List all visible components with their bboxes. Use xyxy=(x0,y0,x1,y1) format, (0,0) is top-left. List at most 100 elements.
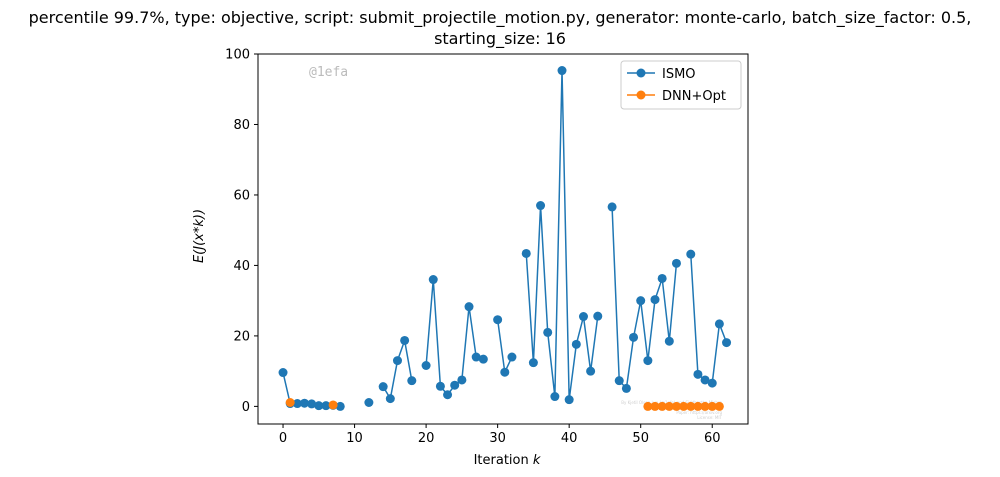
data-point xyxy=(543,327,553,337)
x-tick-label: 60 xyxy=(704,431,721,446)
series-line xyxy=(690,254,728,385)
data-point xyxy=(400,335,410,345)
data-point xyxy=(464,302,474,312)
data-point xyxy=(450,380,460,390)
y-tick-label: 80 xyxy=(233,118,250,133)
x-tick-label: 20 xyxy=(418,431,435,446)
legend-label: DNN+Opt xyxy=(662,89,726,104)
data-point xyxy=(392,356,402,366)
x-axis-label: Iteration k xyxy=(474,453,541,468)
legend: ISMO DNN+Opt xyxy=(620,60,742,110)
data-point xyxy=(478,354,488,364)
data-point xyxy=(621,383,631,393)
data-point xyxy=(643,401,653,411)
series-line xyxy=(496,319,513,375)
y-tick-label: 100 xyxy=(225,48,250,63)
data-point xyxy=(307,399,317,409)
fineprint-line: Paper: https://arxiv.org xyxy=(676,410,722,415)
fineprint-line: License: MIT xyxy=(697,415,722,420)
y-tick-label: 60 xyxy=(233,188,250,203)
data-point xyxy=(578,312,588,322)
data-point xyxy=(457,375,467,385)
data-point xyxy=(385,394,395,404)
fineprint-line: By Kjetil Olsen Lye (@1efa) and Siddhart… xyxy=(621,400,722,405)
data-point xyxy=(671,401,681,411)
legend-marker xyxy=(636,68,646,78)
data-point xyxy=(321,401,331,411)
data-point xyxy=(536,201,546,211)
data-point xyxy=(707,401,717,411)
data-point xyxy=(493,315,503,325)
y-axis-label: E(J(x*k)) xyxy=(192,209,207,263)
legend-label: ISMO xyxy=(662,67,696,82)
data-point xyxy=(722,338,732,348)
data-point xyxy=(707,378,717,388)
data-point xyxy=(471,352,481,362)
legend-marker xyxy=(636,90,646,100)
chart-title-line-1: percentile 99.7%, type: objective, scrip… xyxy=(28,8,972,27)
data-point xyxy=(428,275,438,285)
series-dnn-opt xyxy=(285,398,724,411)
series-line xyxy=(425,279,484,396)
data-point xyxy=(614,376,624,386)
data-point xyxy=(550,392,560,402)
data-point xyxy=(657,401,667,411)
series-line xyxy=(611,206,678,391)
data-point xyxy=(528,358,538,368)
chart-title-line-2: starting_size: 16 xyxy=(434,29,566,48)
data-point xyxy=(328,400,338,410)
data-point xyxy=(557,66,567,76)
data-point xyxy=(650,295,660,305)
x-tick-label: 10 xyxy=(346,431,363,446)
data-point xyxy=(299,398,309,408)
y-tick-label: 40 xyxy=(233,259,250,274)
data-point xyxy=(421,361,431,371)
data-point xyxy=(664,336,674,346)
data-point xyxy=(364,398,374,408)
data-point xyxy=(443,390,453,400)
y-tick-label: 0 xyxy=(242,400,250,415)
x-tick-label: 0 xyxy=(279,431,287,446)
data-point xyxy=(693,369,703,379)
data-point xyxy=(292,399,302,409)
data-point xyxy=(571,339,581,349)
series-line xyxy=(525,70,599,400)
data-point xyxy=(650,401,660,411)
data-point xyxy=(435,381,445,391)
data-point xyxy=(378,382,388,392)
data-point xyxy=(607,202,617,212)
data-point xyxy=(686,401,696,411)
data-point xyxy=(586,366,596,376)
data-point xyxy=(278,368,288,378)
axes-frame xyxy=(257,53,749,425)
data-point xyxy=(335,401,345,411)
series-line xyxy=(382,337,413,401)
data-point xyxy=(700,375,710,385)
watermark-text: @1efa xyxy=(309,65,348,80)
data-point xyxy=(285,398,295,408)
data-point xyxy=(671,258,681,268)
data-point xyxy=(593,311,603,321)
data-point xyxy=(521,248,531,258)
data-point xyxy=(500,367,510,377)
data-point xyxy=(657,273,667,283)
x-tick-label: 40 xyxy=(561,431,578,446)
x-tick-label: 30 xyxy=(489,431,506,446)
data-point xyxy=(629,332,639,342)
series-ismo xyxy=(278,66,732,411)
data-point xyxy=(507,352,517,362)
data-point xyxy=(693,401,703,411)
data-point xyxy=(564,395,574,405)
data-point xyxy=(643,356,653,366)
data-point xyxy=(686,249,696,259)
y-tick-label: 20 xyxy=(233,329,250,344)
data-point xyxy=(664,401,674,411)
data-point xyxy=(314,401,324,411)
data-point xyxy=(700,401,710,411)
plot-area: 0 10 20 30 40 50 60 0 20 40 60 80 100 @1efa By Kjetil … xyxy=(225,48,749,446)
data-point xyxy=(714,319,724,329)
data-point xyxy=(679,401,689,411)
data-point xyxy=(714,401,724,411)
x-tick-label: 50 xyxy=(632,431,649,446)
